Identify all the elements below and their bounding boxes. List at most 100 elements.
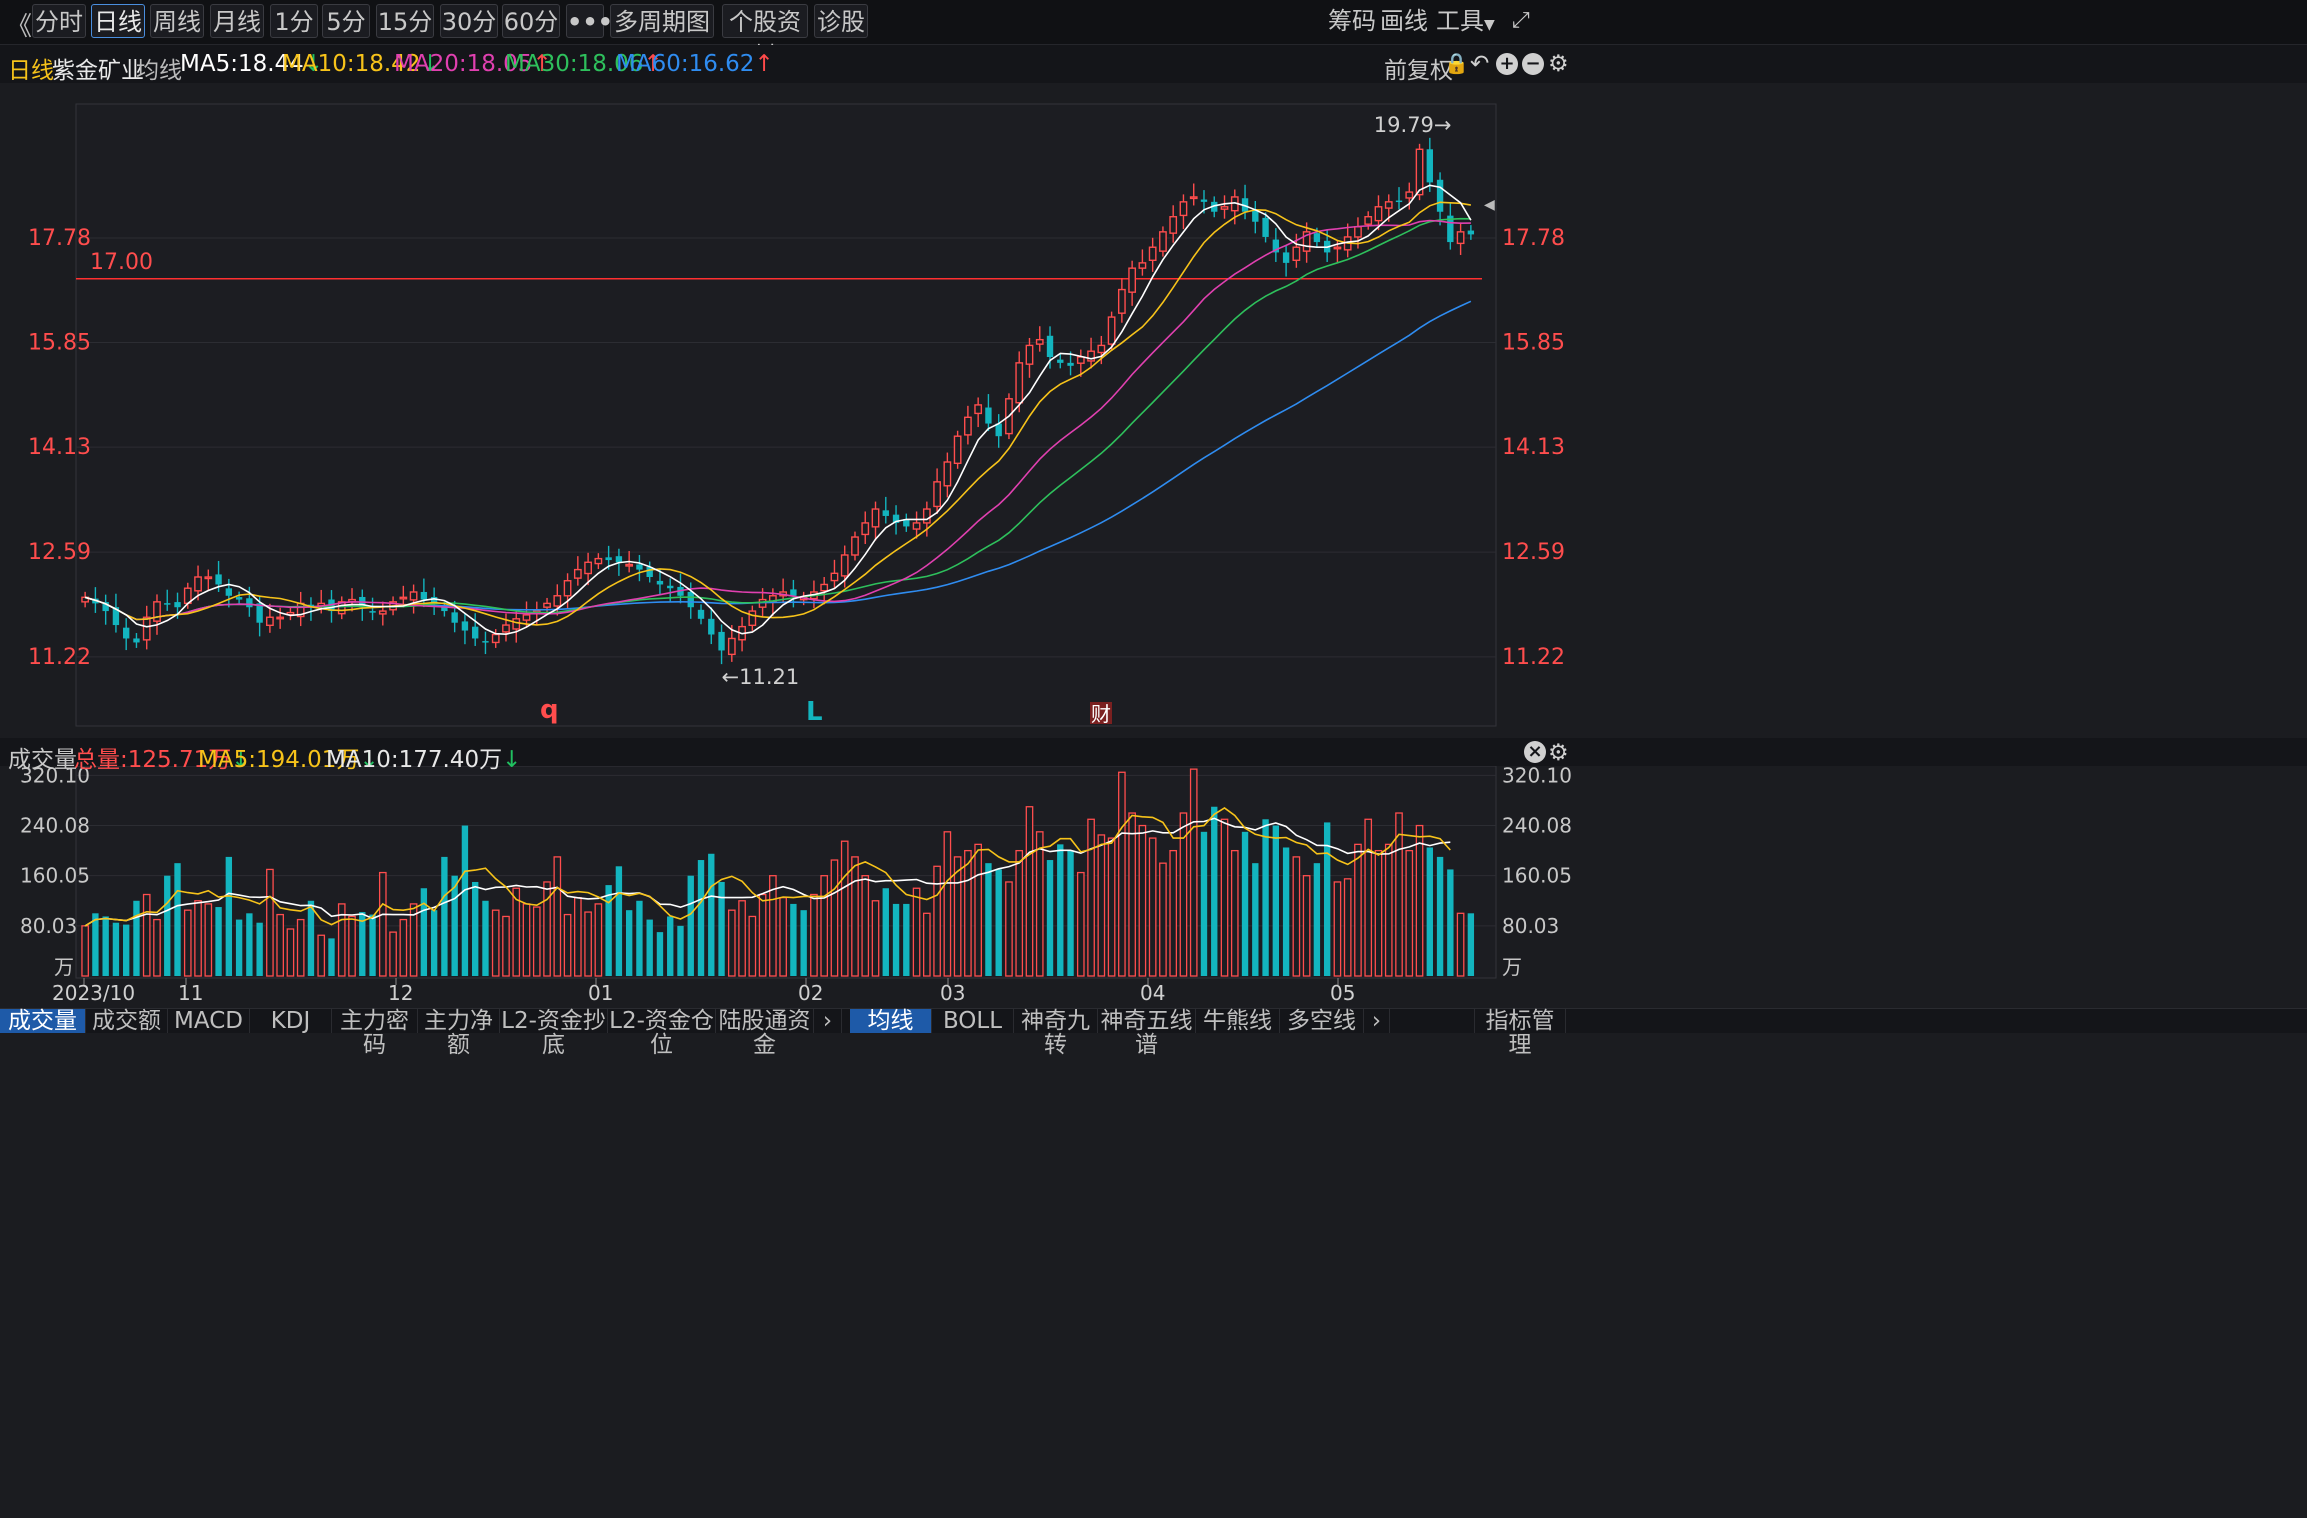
candle-body-up [409, 591, 418, 601]
diagnose-button[interactable]: 诊股 [814, 4, 868, 38]
tab-macd[interactable]: MACD [168, 1009, 250, 1033]
candle-body-down [605, 557, 612, 561]
tab-30min[interactable]: 30分 [440, 4, 498, 38]
draw-button[interactable]: 画线 [1380, 7, 1428, 35]
volume-bar-up [348, 915, 356, 977]
volume-bar-up [153, 918, 161, 977]
volume-bar-up [830, 859, 839, 977]
volume-ma5: MA5:194.01万↓ [198, 740, 379, 774]
volume-bar-down [800, 910, 807, 976]
candle-body-up [1302, 231, 1311, 252]
tab-main-net[interactable]: 主力净额 [418, 1009, 500, 1057]
volume-bar-down [1057, 844, 1064, 976]
x-tick-label: 01 [588, 981, 613, 1005]
tab-hk-connect[interactable]: 陆股通资金 [716, 1009, 814, 1057]
volume-tick-right: 160.05 [1502, 864, 1572, 888]
event-marker-q[interactable]: q [540, 695, 559, 725]
tab-magic-five[interactable]: 神奇五线谱 [1098, 1009, 1196, 1057]
candle-body-down [225, 588, 233, 596]
gear-icon[interactable]: ⚙ [1548, 51, 1569, 77]
candle-body-up [1015, 362, 1024, 404]
candle-body-down [646, 567, 653, 578]
tab-5min[interactable]: 5分 [322, 4, 370, 38]
volume-bar-up [1415, 824, 1424, 977]
volume-bar-up [399, 918, 408, 977]
candle-body-down [1046, 335, 1054, 358]
tab-ma[interactable]: 均线 [850, 1009, 932, 1033]
candle-body-down [215, 574, 222, 585]
volume-bar-down [1067, 850, 1074, 976]
candle-body-down [451, 612, 458, 623]
volume-bar-down [246, 913, 253, 976]
price-tick-right: 17.78 [1502, 226, 1565, 251]
candle-body-down [718, 631, 725, 651]
tab-kdj[interactable]: KDJ [250, 1009, 332, 1033]
volume-bar-up [964, 849, 972, 977]
back-chevron-icon[interactable]: 《 [6, 12, 33, 42]
tab-monthly[interactable]: 月线 [210, 4, 264, 38]
volume-bar-down [123, 924, 130, 976]
tab-volume[interactable]: 成交量 [0, 1009, 86, 1033]
chevron-right-icon[interactable]: › [814, 1009, 842, 1033]
candle-body-up [1220, 206, 1229, 210]
zoom-out-icon[interactable]: − [1522, 53, 1544, 75]
adjust-mode[interactable]: 前复权 [1384, 58, 1453, 84]
tab-15min[interactable]: 15分 [376, 4, 434, 38]
event-marker-cai[interactable]: 财 [1091, 702, 1111, 726]
candle-body-down [1447, 215, 1454, 243]
tab-l2-bottom[interactable]: L2-资金抄底 [500, 1009, 608, 1057]
tab-main-code[interactable]: 主力密码 [332, 1009, 418, 1057]
volume-bar-up [266, 868, 274, 977]
tab-daily[interactable]: 日线 [91, 4, 145, 38]
gear-icon[interactable]: ⚙ [1548, 740, 1569, 766]
volume-bar-down [328, 938, 335, 976]
volume-bar-down [1426, 847, 1433, 976]
event-marker-l[interactable]: L [806, 697, 823, 727]
volume-bar-down [235, 919, 243, 976]
volume-bar-up [1076, 871, 1085, 977]
candle-body-down [164, 603, 171, 605]
x-tick-label: 11 [178, 981, 203, 1005]
volume-bar-up [522, 903, 531, 977]
volume-bar-up [1005, 881, 1013, 977]
candle-body-down [903, 519, 910, 527]
candle-body-down [1067, 362, 1074, 366]
tab-weekly[interactable]: 周线 [150, 4, 204, 38]
indicator-manage-button[interactable]: 指标管理 [1474, 1009, 1566, 1057]
tools-button[interactable]: 工具▼ [1436, 4, 1495, 38]
tab-l2-position[interactable]: L2-资金仓位 [608, 1009, 716, 1057]
stock-info-button[interactable]: 个股资料 [722, 4, 808, 70]
fullscreen-icon[interactable]: ⤢ [1512, 8, 1530, 33]
volume-bar-down [420, 888, 428, 976]
candle-body-down [102, 602, 109, 612]
zoom-in-icon[interactable]: + [1496, 53, 1518, 75]
chevron-right-icon[interactable]: › [1364, 1009, 1390, 1033]
close-indicator-icon[interactable]: × [1524, 741, 1546, 763]
volume-bar-down [790, 903, 797, 976]
tab-long-short[interactable]: 多空线 [1280, 1009, 1364, 1033]
candle-body-up [142, 616, 151, 641]
undo-icon[interactable]: ↶ [1470, 51, 1490, 77]
lock-icon[interactable]: 🔒 [1444, 51, 1469, 75]
volume-bar-up [1230, 849, 1239, 977]
volume-label: 成交量 [8, 747, 77, 773]
volume-bar-down [687, 875, 694, 976]
candle-body-down [235, 597, 243, 600]
tab-boll[interactable]: BOLL [932, 1009, 1014, 1033]
tab-turnover[interactable]: 成交额 [86, 1009, 168, 1033]
chips-button[interactable]: 筹码 [1328, 7, 1376, 35]
tab-1min[interactable]: 1分 [270, 4, 318, 38]
volume-bar-up [317, 934, 326, 977]
volume-bar-up [861, 875, 870, 977]
tab-bull-bear[interactable]: 牛熊线 [1196, 1009, 1280, 1033]
volume-bars [81, 768, 1475, 977]
tab-magic-nine[interactable]: 神奇九转 [1014, 1009, 1098, 1057]
tab-60min[interactable]: 60分 [502, 4, 560, 38]
candle-body-down [1057, 359, 1064, 363]
candle-body-up [512, 618, 521, 630]
volume-bar-up [389, 931, 397, 977]
tab-fenshi[interactable]: 分时 [32, 4, 86, 38]
candle-body-up [399, 596, 408, 600]
candle-body-down [123, 627, 130, 639]
candle-body-down [985, 407, 992, 424]
